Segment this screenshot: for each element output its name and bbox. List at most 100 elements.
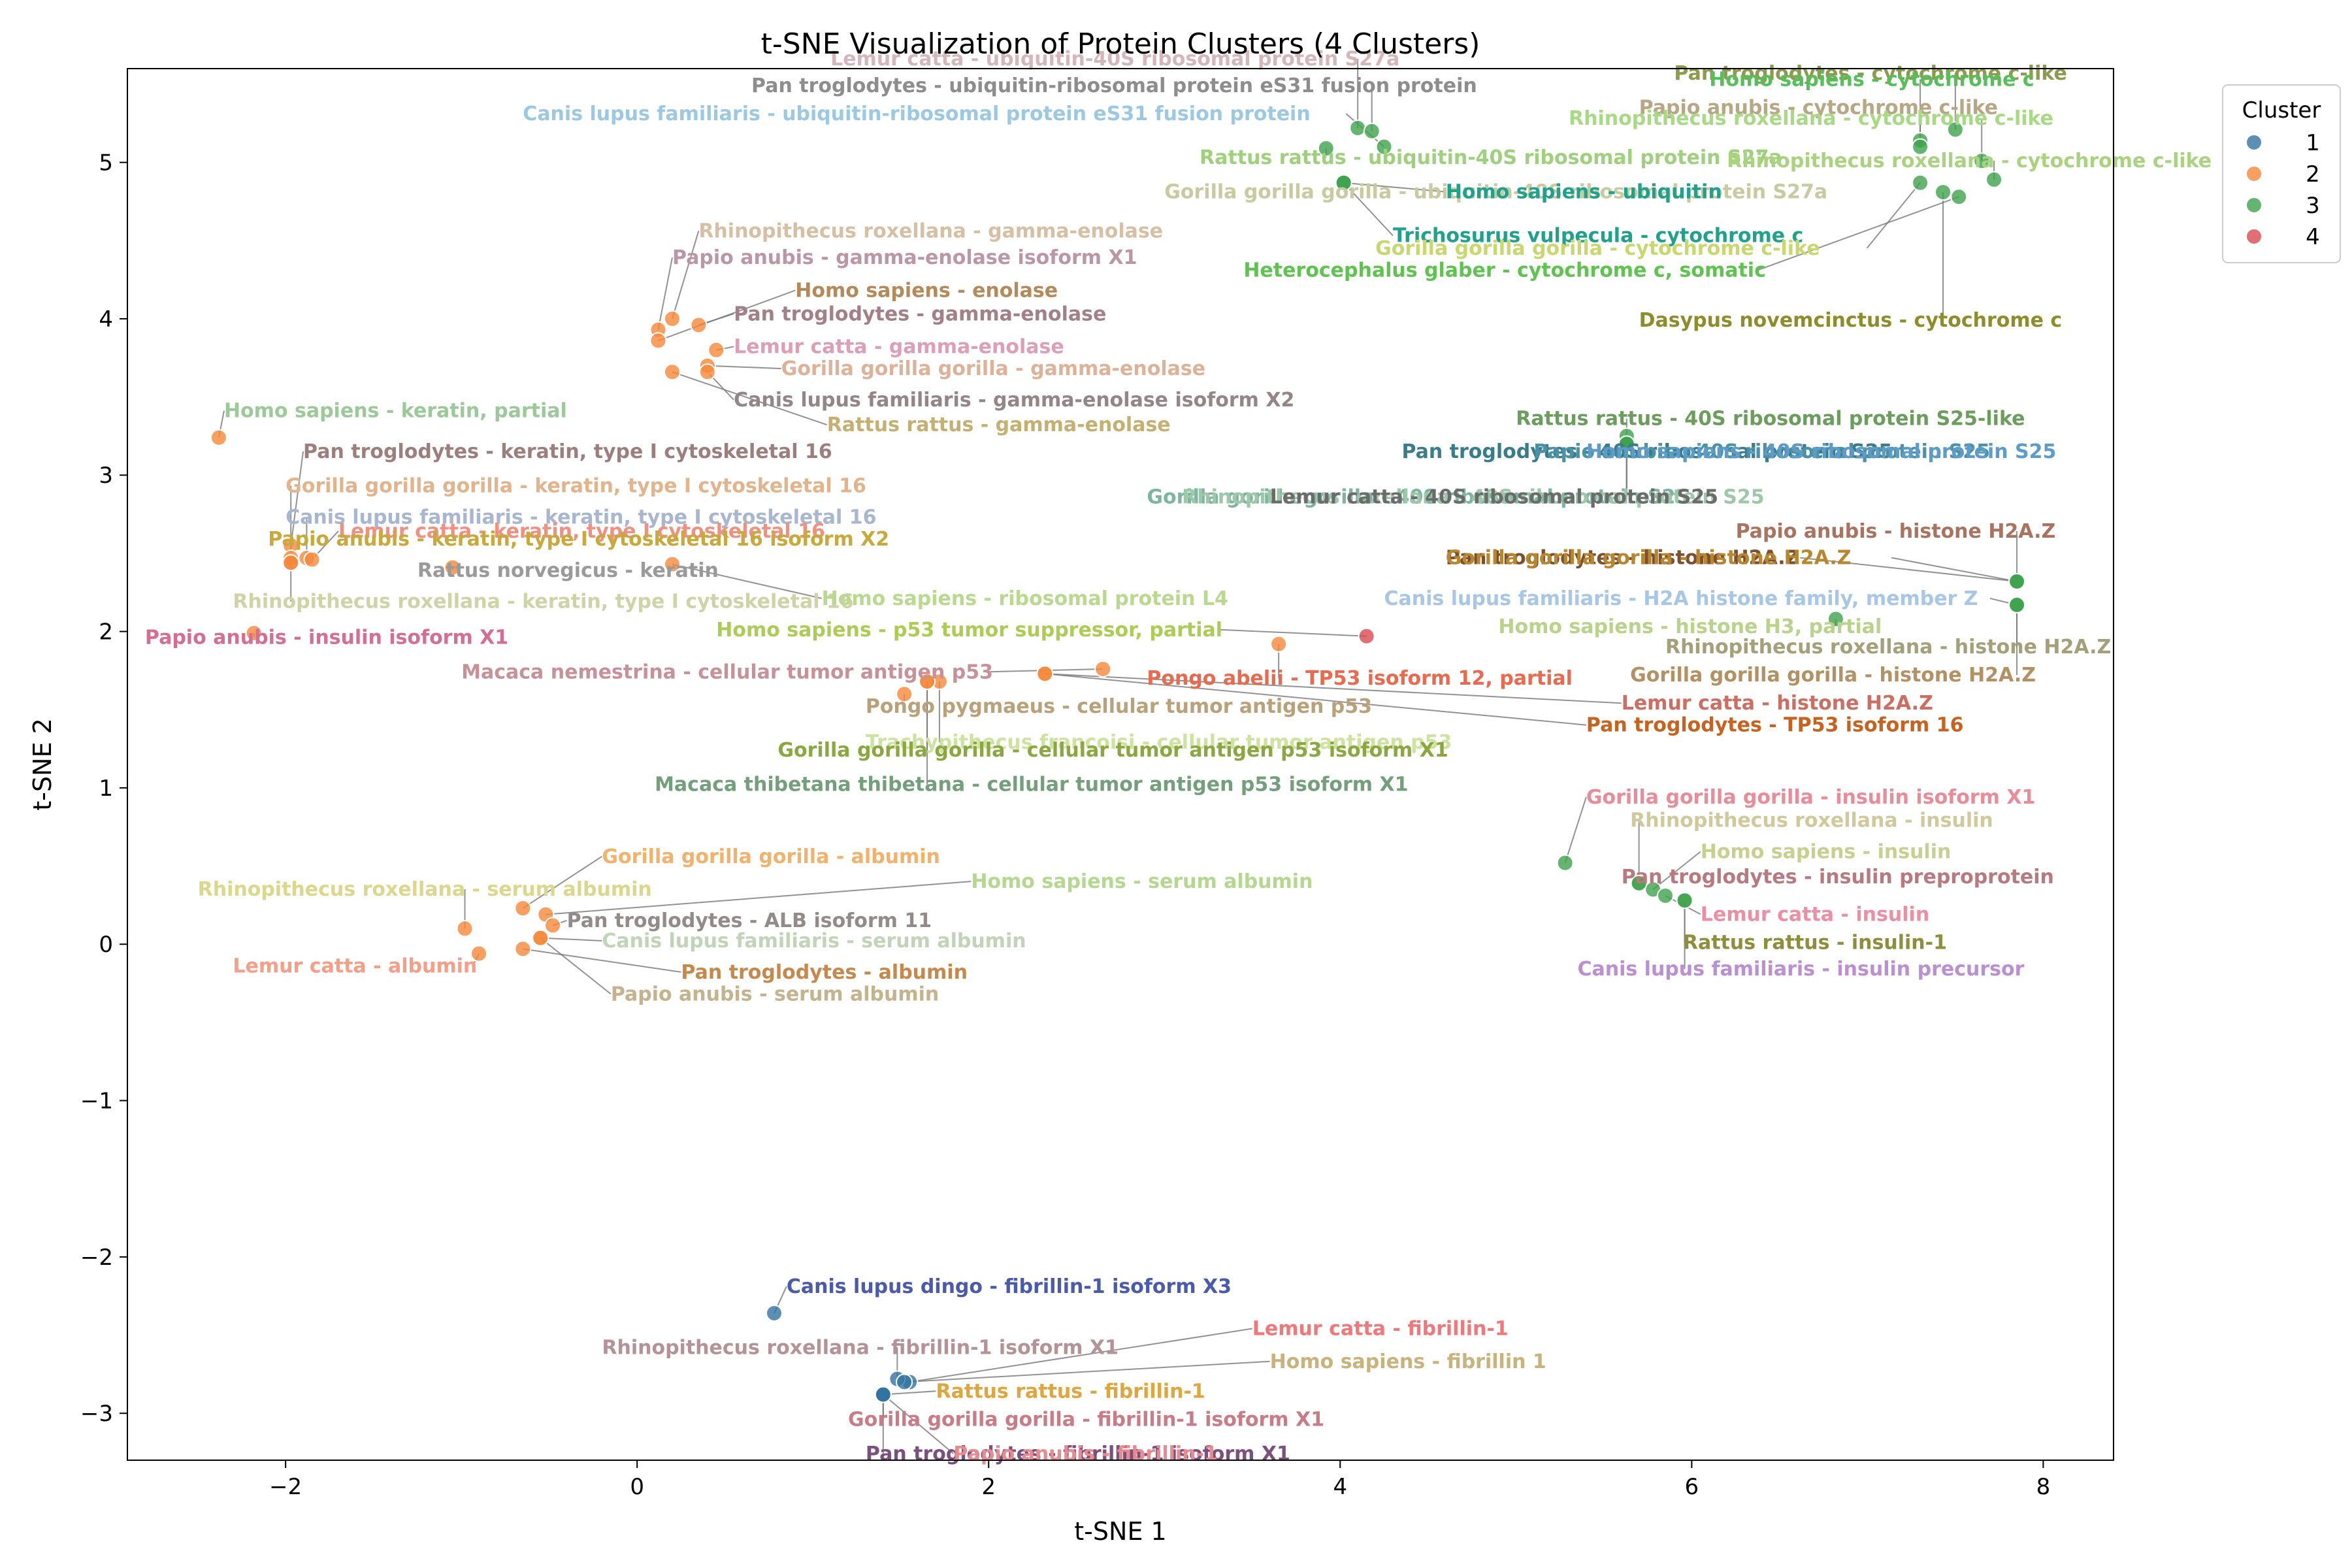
point-label: Macaca thibetana thibetana - cellular tu… — [655, 774, 1408, 796]
data-point — [1358, 627, 1375, 645]
point-label: Papio anubis - 40S ribosomal protein S25 — [1533, 440, 1990, 463]
data-point — [874, 1386, 892, 1403]
legend-marker — [2246, 197, 2262, 214]
point-label: Pan troglodytes - ubiquitin-ribosomal pr… — [751, 74, 1477, 97]
leader-line — [1800, 557, 2017, 582]
point-label: Lemur catta - fibrillin-1 — [1252, 1318, 1509, 1341]
leader-line — [1045, 673, 1622, 704]
point-label: Canis lupus familiaris - H2A histone fam… — [1384, 587, 1978, 610]
x-axis-title: t-SNE 1 — [1074, 1517, 1166, 1546]
data-point — [1618, 435, 1635, 453]
data-point — [663, 363, 681, 381]
leader-line — [904, 1360, 1270, 1383]
data-point — [1335, 174, 1352, 191]
leader-line — [707, 365, 781, 370]
data-point — [1946, 121, 1964, 139]
data-point — [896, 685, 913, 703]
data-point — [690, 316, 708, 334]
legend-marker — [2246, 165, 2262, 182]
point-label: Homo sapiens - ubiquitin — [1446, 181, 1722, 204]
data-point — [514, 940, 532, 958]
point-label: Dasypus novemcinctus - cytochrome c — [1639, 309, 2063, 332]
data-point — [1630, 874, 1648, 892]
point-label: Canis lupus dingo - fibrillin-1 isoform … — [787, 1275, 1232, 1298]
plot-frame — [127, 68, 2114, 1461]
leader-line — [1564, 796, 1587, 864]
data-point — [1036, 665, 1054, 683]
point-label: Lemur catta - insulin — [1701, 903, 1929, 926]
leader-line — [1866, 182, 1921, 249]
legend-entry-label: 4 — [2306, 224, 2320, 250]
y-tick-label: 5 — [99, 150, 113, 176]
point-label: Gorilla gorilla gorilla - cytochrome c-l… — [1375, 237, 1820, 260]
data-point — [1827, 610, 1844, 628]
data-point — [1556, 854, 1574, 872]
data-point — [2008, 572, 2026, 590]
point-label: Rhinopithecus roxellana - histone H2A.Z — [1665, 636, 2111, 659]
legend: Cluster 1 2 3 4 — [2222, 84, 2341, 263]
data-point — [663, 555, 681, 573]
point-label: Gorilla gorilla gorilla - cellular tumor… — [777, 739, 1448, 762]
y-tick-label: −3 — [80, 1401, 113, 1427]
data-point — [282, 554, 300, 572]
point-label: Papio anubis - keratin, type I cytoskele… — [268, 528, 889, 551]
point-label: Rhinopithecus roxellana - 40S ribosomal … — [1182, 485, 1764, 508]
point-label: Gorilla gorilla gorilla - fibrillin-1 is… — [848, 1408, 1324, 1431]
data-point — [649, 332, 667, 350]
legend-entry-label: 1 — [2306, 130, 2320, 156]
x-tick-label: 6 — [1685, 1474, 1699, 1500]
y-tick-label: −1 — [80, 1088, 113, 1115]
y-tick-label: 2 — [99, 619, 113, 645]
point-label: Gorilla gorilla gorilla - albumin — [602, 845, 940, 868]
data-point — [1270, 635, 1288, 653]
point-label: Gorilla gorilla gorilla - insulin isofor… — [1586, 786, 2035, 809]
point-label: Canis lupus familiaris - serum albumin — [602, 930, 1026, 953]
leader-line — [672, 371, 828, 426]
point-label: Canis lupus familiaris - keratin, type I… — [286, 506, 876, 529]
point-label: Gorilla gorilla gorilla - keratin, type … — [286, 475, 866, 498]
leader-line — [1219, 629, 1367, 637]
data-point — [919, 673, 936, 691]
point-label: Rattus rattus - gamma-enolase — [827, 414, 1171, 436]
point-label: Pan troglodytes - TP53 isoform 16 — [1586, 714, 1964, 737]
leader-line — [1343, 182, 1394, 237]
point-label: Pan troglodytes - ALB isoform 11 — [567, 909, 932, 932]
leader-line — [1891, 557, 2017, 582]
legend-marker — [2246, 228, 2262, 245]
point-label: Rhinopithecus roxellana - cytochrome c-l… — [1727, 150, 2212, 172]
point-label: Rhinopithecus roxellana - fibrillin-1 is… — [602, 1336, 1119, 1359]
point-label: Pan troglodytes - keratin, type I cytosk… — [303, 440, 832, 463]
data-point — [456, 920, 474, 938]
data-point — [663, 310, 681, 327]
chart-title: t-SNE Visualization of Protein Clusters … — [761, 27, 1480, 61]
point-label: Gorilla gorilla gorilla - histone H2A.Z — [1630, 664, 2036, 687]
point-label: Homo sapiens - cytochrome c — [1709, 68, 2034, 91]
leader-line — [883, 1394, 955, 1454]
point-label: Homo sapiens - enolase — [795, 279, 1058, 302]
data-point — [532, 929, 549, 947]
data-point — [1317, 140, 1335, 157]
leader-line — [672, 231, 700, 319]
x-tick-label: 0 — [630, 1474, 644, 1500]
point-label: Lemur catta - albumin — [233, 955, 477, 977]
point-label: Papio anubis - cytochrome c-like — [1639, 96, 1998, 119]
point-label: Pan troglodytes - fibrillin-1 isoform X1 — [866, 1443, 1290, 1465]
point-label: Canis lupus familiaris - ubiquitin-ribos… — [523, 103, 1310, 125]
point-label: Homo sapiens - histone H3, partial — [1498, 615, 1882, 638]
leader-line — [546, 881, 972, 915]
data-point — [1363, 122, 1380, 140]
point-label: Pan troglodytes - albumin — [681, 961, 968, 984]
point-label: Pongo pygmaeus - cellular tumor antigen … — [866, 695, 1372, 718]
legend-box — [2222, 84, 2341, 263]
data-point — [1912, 174, 1929, 191]
legend-entry-label: 3 — [2306, 193, 2320, 219]
leader-line — [883, 1390, 936, 1396]
point-label: Pongo abelii - TP53 isoform 12, partial — [1147, 667, 1573, 690]
x-tick-label: 2 — [981, 1474, 996, 1500]
point-label: Homo sapiens - insulin — [1701, 841, 1952, 864]
leader-line — [672, 563, 822, 599]
axes: −2 0 2 4 6 8 −3 −2 −1 0 1 2 3 4 5 — [80, 150, 2050, 1500]
point-label: Heterocephalus glaber - cytochrome c, so… — [1243, 259, 1766, 282]
y-tick-label: −2 — [80, 1245, 113, 1271]
